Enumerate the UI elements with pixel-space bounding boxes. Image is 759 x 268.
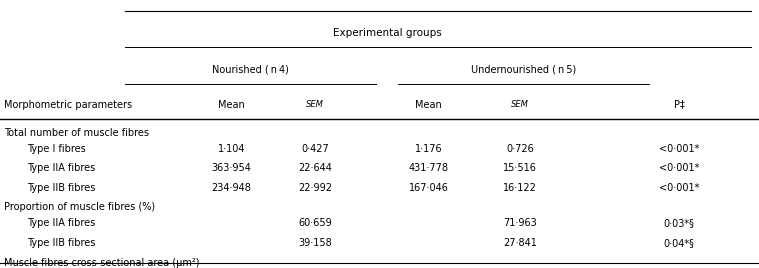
Text: Proportion of muscle fibres (%): Proportion of muscle fibres (%) (4, 202, 155, 213)
Text: 0·04*§: 0·04*§ (664, 238, 694, 248)
Text: 22·992: 22·992 (298, 183, 332, 193)
Text: 27·841: 27·841 (503, 238, 537, 248)
Text: 234·948: 234·948 (212, 183, 251, 193)
Text: Experimental groups: Experimental groups (332, 28, 442, 39)
Text: 39·158: 39·158 (298, 238, 332, 248)
Text: 1·176: 1·176 (415, 144, 442, 154)
Text: 16·122: 16·122 (503, 183, 537, 193)
Text: Undernourished ( n 5): Undernourished ( n 5) (471, 65, 576, 75)
Text: SEM: SEM (511, 100, 529, 109)
Text: Mean: Mean (218, 99, 245, 110)
Text: SEM: SEM (306, 100, 324, 109)
Text: Total number of muscle fibres: Total number of muscle fibres (4, 128, 149, 138)
Text: <0·001*: <0·001* (659, 183, 700, 193)
Text: Muscle fibres cross-sectional area (μm²): Muscle fibres cross-sectional area (μm²) (4, 258, 200, 267)
Text: 167·046: 167·046 (409, 183, 449, 193)
Text: <0·001*: <0·001* (659, 163, 700, 173)
Text: Type IIB fibres: Type IIB fibres (27, 238, 95, 248)
Text: 0·427: 0·427 (301, 144, 329, 154)
Text: 22·644: 22·644 (298, 163, 332, 173)
Text: 1·104: 1·104 (218, 144, 245, 154)
Text: 0·726: 0·726 (506, 144, 534, 154)
Text: <0·001*: <0·001* (659, 144, 700, 154)
Text: 15·516: 15·516 (503, 163, 537, 173)
Text: Nourished ( n 4): Nourished ( n 4) (212, 65, 289, 75)
Text: Mean: Mean (415, 99, 442, 110)
Text: 363·954: 363·954 (212, 163, 251, 173)
Text: Type IIA fibres: Type IIA fibres (27, 163, 95, 173)
Text: Type IIA fibres: Type IIA fibres (27, 218, 95, 228)
Text: 431·778: 431·778 (409, 163, 449, 173)
Text: Type IIB fibres: Type IIB fibres (27, 183, 95, 193)
Text: Morphometric parameters: Morphometric parameters (4, 99, 132, 110)
Text: 71·963: 71·963 (503, 218, 537, 228)
Text: Type I fibres: Type I fibres (27, 144, 85, 154)
Text: 60·659: 60·659 (298, 218, 332, 228)
Text: 0·03*§: 0·03*§ (664, 218, 694, 228)
Text: P‡: P‡ (674, 99, 685, 110)
